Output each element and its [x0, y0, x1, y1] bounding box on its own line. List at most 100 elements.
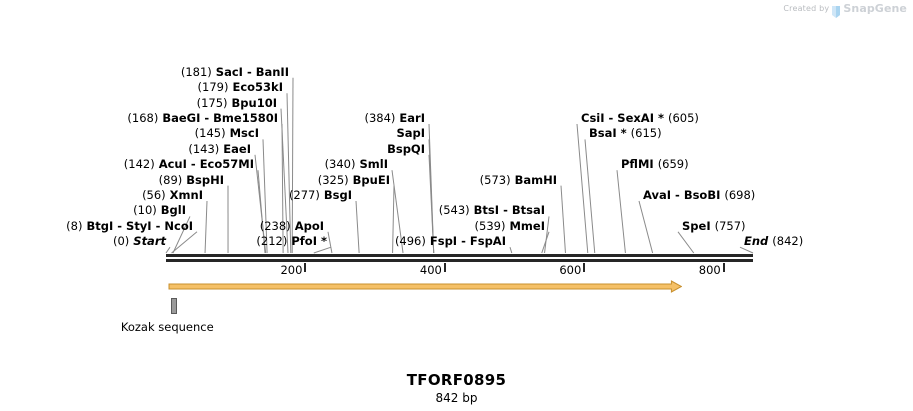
enzyme-name: BanII: [255, 64, 289, 79]
enzyme-position: (238): [259, 218, 291, 233]
enzyme-name: BpuEI: [352, 172, 390, 187]
enzyme-label[interactable]: (89) BspHI: [0, 172, 224, 187]
ruler-tick: [722, 263, 725, 272]
page-title: TFORF0895: [406, 371, 507, 389]
enzyme-label[interactable]: BspQI: [0, 142, 425, 156]
enzyme-label[interactable]: (277) BsgI: [0, 189, 352, 202]
kozak-sequence-feature[interactable]: [170, 298, 178, 314]
enzyme-position: (605): [668, 111, 699, 125]
enzyme-label[interactable]: (496) FspI - FspAI: [0, 235, 506, 248]
leader-line: [428, 154, 435, 254]
enzyme-name: MscI: [229, 126, 259, 141]
sequence-backbone-bottom: [166, 259, 753, 262]
enzyme-position: (143): [188, 141, 220, 156]
enzyme-label[interactable]: (56) XmnI: [0, 189, 203, 202]
ruler-tick-label: 600: [559, 263, 582, 277]
leader-line: [576, 123, 589, 254]
enzyme-position: (277): [288, 188, 320, 202]
leader-line: [616, 170, 626, 254]
terminus-label[interactable]: End (842): [744, 235, 803, 248]
leader-line: [584, 139, 596, 254]
enzyme-position: (615): [630, 126, 662, 141]
enzyme-name: BtgI: [86, 218, 114, 233]
enzyme-name: SmlI: [359, 157, 389, 172]
ruler-tick-label: 200: [280, 263, 303, 277]
leader-line: [171, 231, 198, 254]
enzyme-label[interactable]: (10) BglI: [0, 204, 186, 217]
enzyme-name: EaeI: [223, 141, 251, 156]
enzyme-position: (842): [772, 234, 804, 249]
enzyme-label[interactable]: (212) PfoI *: [0, 235, 327, 248]
orf-feature-arrow[interactable]: [168, 280, 683, 293]
enzyme-position: (496): [394, 234, 426, 249]
leader-line: [739, 246, 754, 254]
enzyme-label[interactable]: (384) EarI: [0, 112, 425, 125]
terminus-label[interactable]: (0) Start: [0, 235, 166, 248]
enzyme-label[interactable]: (325) BpuEI: [0, 172, 390, 187]
enzyme-position: (142): [123, 157, 155, 172]
enzyme-label[interactable]: (539) MmeI: [0, 219, 545, 233]
leader-line: [165, 246, 171, 254]
enzyme-name: SexAI *: [617, 111, 664, 125]
enzyme-label[interactable]: (181) SacI - BanII: [0, 64, 289, 79]
enzyme-label[interactable]: (179) Eco53kI: [0, 81, 283, 94]
enzyme-label[interactable]: (168) BaeGI - Bme1580I: [0, 112, 278, 125]
enzyme-position: (212): [256, 234, 288, 249]
enzyme-position: (168): [127, 111, 159, 125]
enzyme-label[interactable]: BsaI * (615): [589, 127, 662, 140]
leader-line: [262, 139, 268, 254]
enzyme-separator: -: [246, 64, 252, 79]
map-title-block: TFORF0895 842 bp: [0, 371, 913, 405]
watermark-brand: SnapGene: [843, 2, 907, 15]
leader-line: [254, 154, 267, 254]
enzyme-label[interactable]: (543) BtsI - BtsaI: [0, 204, 545, 217]
enzyme-position: (659): [657, 157, 689, 172]
snapgene-logo-icon: [832, 3, 841, 18]
enzyme-label[interactable]: (573) BamHI: [0, 172, 557, 187]
enzyme-label[interactable]: SpeI (757): [682, 219, 746, 233]
ruler-tick: [443, 263, 446, 272]
enzyme-name: XmnI: [169, 188, 203, 202]
enzyme-name: SapI: [396, 126, 425, 141]
enzyme-label-cluster: (8) BtgI - StyI - NcoI (0) Start (10) BglI (56) Xmn…: [0, 64, 803, 248]
enzyme-label[interactable]: (8) BtgI - StyI - NcoI: [0, 218, 193, 233]
sequence-backbone-top: [166, 254, 753, 257]
enzyme-separator: -: [190, 157, 196, 172]
enzyme-label[interactable]: (142) AcuI - Eco57MI: [0, 158, 254, 171]
enzyme-name: NcoI: [164, 218, 193, 233]
leader-line: [560, 185, 566, 254]
enzyme-label[interactable]: (145) MscI: [0, 127, 259, 140]
leader-line: [204, 200, 208, 254]
enzyme-label[interactable]: (143) EaeI: [0, 141, 251, 156]
leader-lines: [165, 77, 754, 254]
enzyme-name: PfoI *: [291, 234, 327, 249]
enzyme-label[interactable]: AvaI - BsoBI (698): [643, 189, 755, 202]
enzyme-label[interactable]: (340) SmlI: [0, 158, 388, 171]
leader-line: [391, 170, 404, 254]
enzyme-name: FspAI: [469, 234, 506, 249]
enzyme-name: BtsI: [473, 203, 500, 218]
enzyme-label[interactable]: SapI: [0, 127, 425, 140]
enzyme-name: Eco57MI: [199, 157, 254, 172]
enzyme-position: (89): [158, 172, 183, 187]
leader-line: [286, 93, 292, 254]
enzyme-label[interactable]: PflMI (659): [621, 158, 689, 171]
enzyme-label[interactable]: CsiI - SexAI * (605): [581, 112, 699, 125]
enzyme-name: BtsaI: [511, 203, 545, 218]
leader-line: [638, 200, 654, 254]
enzyme-name: BsoBI: [683, 188, 721, 202]
enzyme-separator: -: [608, 111, 614, 125]
enzyme-name: CsiI: [581, 111, 605, 125]
snapgene-watermark: Created by SnapGene: [783, 2, 907, 18]
watermark-created-by: Created by: [783, 4, 830, 13]
leader-line: [281, 123, 284, 254]
enzyme-position: (145): [194, 126, 226, 141]
enzyme-name: ApoI: [294, 218, 324, 233]
kozak-sequence-label: Kozak sequence: [120, 320, 214, 334]
enzyme-name: BamHI: [514, 172, 557, 187]
enzyme-label[interactable]: (175) Bpu10I: [0, 96, 277, 110]
enzyme-separator: -: [204, 111, 210, 125]
enzyme-name: BaeGI: [162, 111, 201, 125]
enzyme-position: (0): [112, 234, 130, 249]
enzyme-label[interactable]: (238) ApoI: [0, 218, 324, 233]
